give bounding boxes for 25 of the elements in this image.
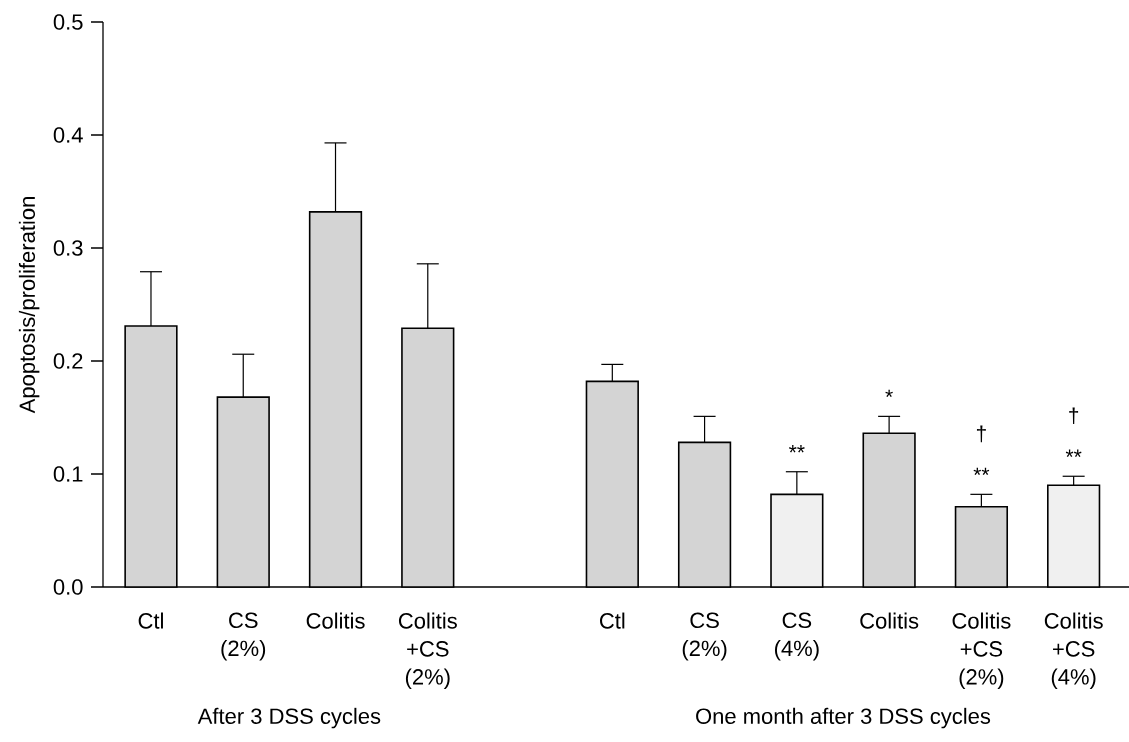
x-tick-label: CS (2%) — [682, 612, 727, 661]
x-tick-label: Ctl — [138, 612, 163, 629]
y-tick-label: 0.4 — [53, 127, 83, 143]
y-tick-label: 0.1 — [53, 466, 83, 482]
y-tick-label: 0.5 — [53, 14, 83, 30]
annotation: * — [885, 389, 893, 398]
x-tick-label: CS (2%) — [221, 612, 266, 661]
x-tick-label: Colitis +CS (2%) — [398, 612, 457, 690]
annotation: † — [976, 425, 986, 443]
annotation: ** — [973, 467, 990, 476]
text: After 3 DSS cycles — [197, 707, 381, 729]
y-tick-label: 0.2 — [53, 353, 83, 369]
x-tick-label: Colitis +CS (4%) — [1044, 612, 1103, 690]
x-tick-label: CS (4%) — [774, 612, 819, 661]
x-tick-label: Colitis +CS (2%) — [952, 612, 1011, 690]
x-tick-label: Colitis — [860, 612, 919, 629]
y-tick-label: 0.3 — [53, 240, 83, 256]
y-axis-title: Apoptosis/proliferation — [18, 197, 40, 414]
y-tick-label: 0.0 — [53, 579, 83, 595]
annotation: † — [1069, 407, 1079, 425]
annotation: ** — [789, 445, 805, 453]
x-tick-label: Ctl — [599, 612, 625, 629]
x-tick-label: Colitis — [306, 612, 365, 629]
annotation: ** — [1065, 449, 1082, 457]
text: One month after 3 DSS cycles — [696, 707, 991, 729]
